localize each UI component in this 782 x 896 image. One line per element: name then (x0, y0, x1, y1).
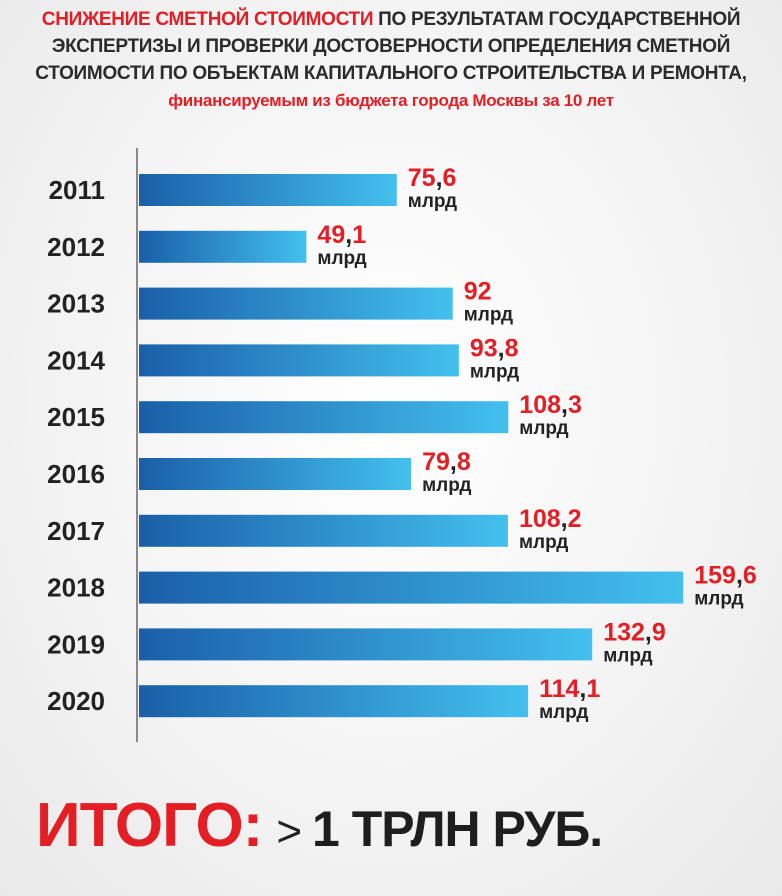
value-label-2016: 79,8 (422, 448, 471, 476)
chart-title: СНИЖЕНИЕ СМЕТНОЙ СТОИМОСТИ ПО РЕЗУЛЬТАТА… (0, 6, 782, 114)
unit-label-2019: млрд (603, 645, 652, 666)
chart-subtitle: финансируемым из бюджета города Москвы з… (168, 91, 614, 110)
total-label: ИТОГО: (36, 791, 263, 860)
bar-2012 (139, 230, 307, 263)
bar-2015 (139, 401, 509, 434)
year-label-2017: 2017 (47, 516, 105, 546)
unit-label-2014: млрд (470, 361, 519, 382)
year-label-2011: 2011 (49, 175, 105, 205)
value-label-2013: 92 (464, 278, 492, 306)
year-label-2020: 2020 (47, 686, 105, 716)
value-label-2012: 49,1 (317, 221, 366, 249)
title-line-3: СТОИМОСТИ ПО ОБЪЕКТАМ КАПИТАЛЬНОГО СТРОИ… (35, 63, 747, 84)
value-label-2020: 114,1 (539, 675, 600, 703)
greater-than-symbol: > (276, 807, 303, 856)
unit-label-2018: млрд (694, 589, 743, 610)
unit-label-2012: млрд (317, 248, 366, 269)
year-label-2012: 2012 (47, 232, 105, 262)
bar-2020 (139, 685, 529, 718)
total-summary: ИТОГО: > 1 ТРЛН РУБ. (36, 790, 603, 861)
value-label-2015: 108,3 (519, 391, 582, 419)
bar-2016 (139, 458, 412, 490)
unit-label-2011: млрд (408, 191, 457, 212)
unit-label-2015: млрд (519, 418, 568, 439)
year-label-2014: 2014 (47, 345, 105, 375)
unit-label-2013: млрд (464, 305, 513, 326)
unit-label-2020: млрд (539, 702, 588, 723)
value-label-2019: 132,9 (603, 618, 666, 646)
title-line-1: СНИЖЕНИЕ СМЕТНОЙ СТОИМОСТИ ПО РЕЗУЛЬТАТА… (0, 6, 782, 33)
bar-2013 (139, 287, 453, 320)
bar-2019 (139, 628, 593, 661)
value-label-2018: 159,6 (694, 562, 757, 590)
bar-2017 (139, 514, 508, 547)
value-label-2014: 93,8 (470, 334, 519, 362)
title-highlight: СНИЖЕНИЕ СМЕТНОЙ СТОИМОСТИ (41, 9, 374, 30)
bar-2011 (139, 174, 397, 206)
title-line-1-rest: ПО РЕЗУЛЬТАТАМ ГОСУДАРСТВЕННОЙ (373, 9, 741, 30)
year-label-2013: 2013 (47, 289, 105, 319)
year-label-2015: 2015 (47, 402, 105, 432)
total-value: 1 ТРЛН РУБ. (312, 801, 603, 857)
year-label-2019: 2019 (47, 629, 105, 659)
value-label-2017: 108,2 (519, 505, 582, 533)
year-label-2016: 2016 (47, 459, 105, 489)
bar-2018 (139, 571, 684, 604)
title-line-2: ЭКСПЕРТИЗЫ И ПРОВЕРКИ ДОСТОВЕРНОСТИ ОПРЕ… (51, 36, 731, 57)
bar-2014 (139, 344, 459, 377)
unit-label-2016: млрд (422, 475, 471, 496)
value-label-2011: 75,6 (408, 164, 457, 192)
unit-label-2017: млрд (519, 532, 568, 553)
year-label-2018: 2018 (47, 573, 105, 603)
